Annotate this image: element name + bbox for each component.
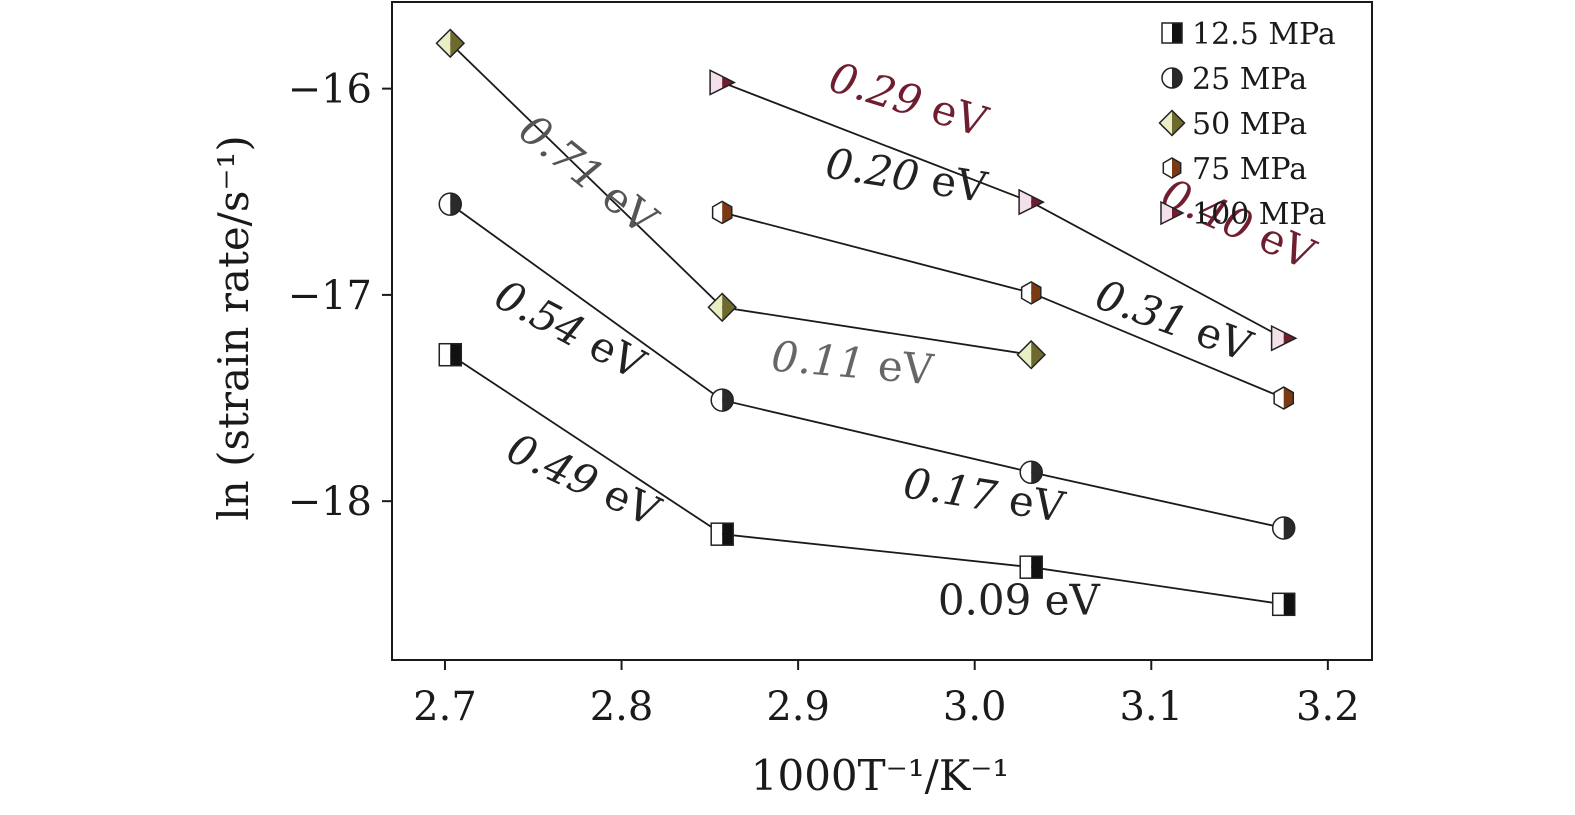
data-point-series-1 <box>1271 516 1296 540</box>
annotation-label: 0.09 eV <box>938 576 1101 625</box>
legend-entry-label: 75 MPa <box>1192 152 1307 187</box>
legend-marker <box>1160 200 1185 226</box>
data-point-series-4 <box>709 69 736 96</box>
data-point-series-2 <box>1016 339 1047 370</box>
data-point-series-3 <box>711 200 733 225</box>
data-point-series-4 <box>1018 188 1045 216</box>
data-point-series-1 <box>1019 460 1043 485</box>
legend-entry-label: 12.5 MPa <box>1192 17 1336 52</box>
x-tick-label: 3.2 <box>1296 684 1360 730</box>
data-point-series-2 <box>435 28 466 59</box>
annotation-label: 0.54 eV <box>487 270 654 390</box>
annotation-label: 0.17 eV <box>900 458 1068 532</box>
legend-entry-label: 50 MPa <box>1192 107 1307 142</box>
legend-marker <box>1162 157 1182 179</box>
annotation-label: 0.71 eV <box>510 104 667 244</box>
data-point-series-0 <box>710 522 734 546</box>
series-line-0 <box>449 353 1284 606</box>
annotations: 0.29 eV0.40 eV0.20 eV0.31 eV0.71 eV0.11 … <box>487 52 1323 624</box>
x-tick-label: 2.8 <box>590 684 654 730</box>
series-markers <box>435 28 1298 617</box>
legend: 12.5 MPa 25 MPa 50 MPa 75 MPa 100 MPa <box>1158 17 1336 232</box>
data-point-series-0 <box>438 342 463 367</box>
legend-marker <box>1161 67 1183 89</box>
annotation-label: 0.11 eV <box>770 331 936 394</box>
data-point-series-1 <box>710 388 734 412</box>
data-point-series-2 <box>707 292 738 323</box>
y-tick-label: −16 <box>288 67 372 113</box>
data-point-series-4 <box>1270 324 1298 352</box>
annotation-label: 0.49 eV <box>500 423 668 536</box>
data-point-series-1 <box>438 192 463 216</box>
data-point-series-0 <box>1271 592 1296 617</box>
ticks: 2.7 2.8 2.9 3.0 3.1 3.2 −16 −17 −18 <box>288 67 1360 730</box>
legend-entry-label: 100 MPa <box>1192 197 1326 232</box>
annotation-label: 0.29 eV <box>824 52 994 146</box>
x-tick-label: 2.9 <box>766 684 830 730</box>
x-tick-label: 3.1 <box>1119 684 1183 730</box>
y-tick-label: −17 <box>288 273 372 319</box>
x-tick-label: 3.0 <box>943 684 1007 730</box>
y-tick-label: −18 <box>288 479 372 525</box>
legend-marker <box>1161 22 1183 44</box>
data-point-series-3 <box>1020 280 1042 305</box>
data-point-series-0 <box>1019 555 1043 579</box>
x-tick-label: 2.7 <box>413 684 477 730</box>
y-axis-label: ln (strain rate/s⁻¹) <box>209 135 258 521</box>
annotation-label: 0.20 eV <box>822 139 990 213</box>
annotation-label: 0.31 eV <box>1089 270 1259 372</box>
data-point-series-3 <box>1273 386 1295 410</box>
series-line-1 <box>449 203 1284 529</box>
legend-entry-label: 25 MPa <box>1192 62 1307 97</box>
plot-frame <box>391 1 1373 661</box>
x-axis-label: 1000T⁻¹/K⁻¹ <box>751 751 1009 800</box>
legend-marker <box>1158 109 1186 137</box>
